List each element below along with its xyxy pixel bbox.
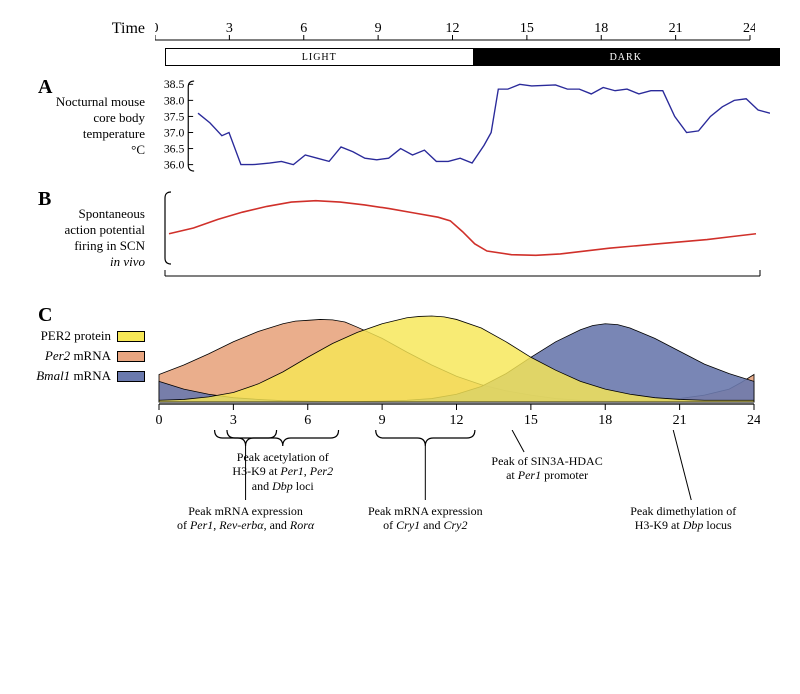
svg-text:12: 12 — [450, 413, 464, 424]
svg-text:3: 3 — [230, 413, 237, 424]
svg-text:21: 21 — [673, 413, 687, 424]
svg-text:12: 12 — [446, 21, 460, 36]
annotations: Peak acetylation ofH3-K9 at Per1, Per2an… — [165, 430, 760, 590]
svg-text:18: 18 — [594, 21, 608, 36]
svg-text:37.0: 37.0 — [164, 126, 185, 139]
svg-text:6: 6 — [300, 21, 307, 36]
panel-c-legend: PER2 protein Per2 mRNA Bmal1 mRNA — [20, 324, 155, 424]
panel-b-chart — [155, 188, 780, 284]
panel-a-letter: A — [38, 76, 52, 99]
legend-per2-mrna-swatch — [117, 351, 145, 362]
svg-text:38.0: 38.0 — [164, 94, 185, 107]
time-axis: 0 3 6 9 12 15 18 21 24 — [155, 20, 780, 44]
panel-c-letter: C — [38, 304, 52, 327]
svg-text:9: 9 — [375, 21, 382, 36]
svg-text:9: 9 — [379, 413, 386, 424]
figure: Time 0 3 6 9 12 15 18 21 24 LIGHT DARK A Nocturn… — [20, 20, 780, 590]
svg-text:15: 15 — [524, 413, 538, 424]
lightdark-bar: LIGHT DARK — [165, 48, 780, 66]
panel-a-l3: temperature — [20, 126, 145, 142]
legend-bmal1-mrna: Bmal1 mRNA — [20, 368, 145, 384]
panel-a: A Nocturnal mouse core body temperature … — [20, 76, 780, 182]
time-axis-row: Time 0 3 6 9 12 15 18 21 24 — [20, 20, 780, 44]
panel-a-l4: °C — [20, 142, 145, 158]
svg-text:3: 3 — [226, 21, 233, 36]
panel-b-letter: B — [38, 188, 51, 211]
time-label: Time — [20, 20, 155, 38]
dark-half: DARK — [473, 49, 780, 65]
legend-per2-mrna: Per2 mRNA — [20, 348, 145, 364]
svg-text:24: 24 — [747, 413, 760, 424]
panel-a-chart: 36.0 36.5 37.0 37.5 38.0 38.5 — [155, 76, 780, 182]
svg-text:36.5: 36.5 — [164, 142, 185, 155]
svg-text:6: 6 — [304, 413, 311, 424]
legend-bmal1-mrna-swatch — [117, 371, 145, 382]
panel-a-label: Nocturnal mouse core body temperature °C — [20, 94, 155, 182]
panel-b: B Spontaneous action potential firing in… — [20, 188, 780, 284]
svg-text:0: 0 — [156, 413, 163, 424]
legend-per2-protein-swatch — [117, 331, 145, 342]
panel-b-l4: in vivo — [20, 254, 145, 270]
light-half: LIGHT — [166, 49, 473, 65]
legend-per2-protein: PER2 protein — [20, 328, 145, 344]
svg-text:15: 15 — [520, 21, 534, 36]
panel-c-chart: 0 3 6 9 12 15 18 21 24 — [155, 314, 780, 424]
svg-text:37.5: 37.5 — [164, 110, 185, 123]
svg-text:18: 18 — [598, 413, 612, 424]
panel-b-l3: firing in SCN — [20, 238, 145, 254]
panel-c: C PER2 protein Per2 mRNA Bmal1 mRNA 0369… — [20, 314, 780, 424]
svg-text:0: 0 — [155, 21, 159, 36]
svg-text:36.0: 36.0 — [164, 159, 185, 172]
legend-bmal1-mrna-label: Bmal1 mRNA — [36, 368, 111, 384]
panel-b-label: Spontaneous action potential firing in S… — [20, 206, 155, 284]
lightdark-row: LIGHT DARK — [20, 48, 780, 66]
legend-per2-protein-label: PER2 protein — [41, 328, 111, 344]
legend-per2-mrna-label: Per2 mRNA — [45, 348, 111, 364]
svg-text:24: 24 — [743, 21, 755, 36]
svg-text:38.5: 38.5 — [164, 78, 185, 91]
panel-b-l2: action potential — [20, 222, 145, 238]
panel-a-l2: core body — [20, 110, 145, 126]
svg-text:21: 21 — [669, 21, 683, 36]
